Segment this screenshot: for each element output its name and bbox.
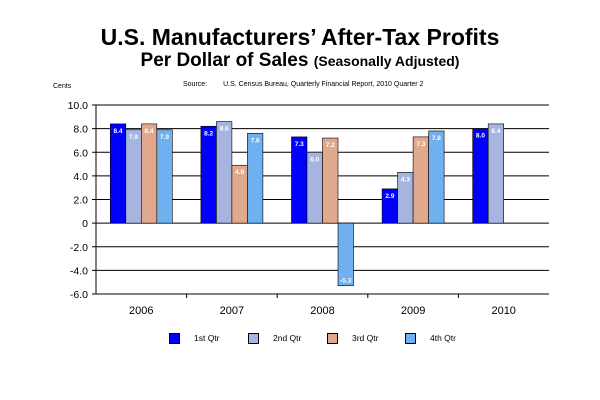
chart-title: U.S. Manufacturers’ After-Tax Profits	[100, 24, 500, 50]
data-label: 7.6	[251, 137, 260, 144]
x-category-label: 2008	[310, 305, 334, 317]
bar	[125, 129, 142, 224]
legend-swatch	[248, 332, 259, 344]
x-category-label: 2009	[401, 305, 425, 317]
data-label: 8.2	[204, 130, 213, 137]
source-label: Source:	[183, 81, 208, 88]
data-label: 7.2	[326, 142, 335, 149]
subtitle-note: (Seasonally Adjusted)	[313, 53, 460, 69]
data-label: 2.9	[385, 193, 394, 200]
data-label: 8.6	[220, 126, 229, 133]
legend-swatch	[327, 332, 338, 344]
data-label: 8.4	[491, 128, 500, 135]
data-label: 6.0	[310, 156, 319, 163]
y-tick-label: 4.0	[73, 171, 88, 183]
data-label: 8.0	[476, 133, 485, 140]
y-tick-label: 8.0	[73, 124, 88, 136]
chart-subtitle: Per Dollar of Sales (Seasonally Adjusted…	[0, 50, 600, 72]
data-label: 7.8	[432, 135, 441, 142]
data-label: 7.9	[160, 134, 169, 141]
data-label: -5.3	[340, 278, 352, 285]
data-label: 8.4	[145, 128, 154, 135]
bar	[216, 121, 233, 224]
bar	[412, 136, 429, 224]
bar	[428, 130, 445, 224]
bar	[200, 125, 217, 224]
y-tick-label: -2.0	[70, 242, 88, 254]
legend-label: 3rd Qtr	[352, 333, 379, 343]
legend-item: 3rd Qtr	[327, 331, 378, 345]
data-label: 8.4	[114, 128, 123, 135]
data-label: 7.9	[129, 134, 138, 141]
bar	[472, 128, 489, 224]
legend-label: 1st Qtr	[194, 333, 220, 343]
bar	[487, 123, 505, 224]
source-note: Source: U.S. Census Bureau, Quarterly Fi…	[183, 81, 423, 88]
y-units-label: Cents	[53, 83, 72, 90]
legend-swatch	[405, 332, 416, 344]
data-label: 7.3	[295, 141, 304, 148]
bar	[337, 222, 354, 287]
data-label: 7.3	[416, 141, 425, 148]
data-label: 4.3	[401, 176, 410, 183]
legend-item: 1st Qtr	[169, 331, 220, 345]
y-tick-label: 0	[82, 218, 88, 230]
y-tick-label: -4.0	[70, 265, 88, 277]
x-category-label: 2007	[220, 305, 244, 317]
y-tick-label: -6.0	[70, 289, 88, 301]
x-category-label: 2010	[491, 305, 515, 317]
legend: 1st Qtr 2nd Qtr 3rd Qtr 4th Qtr	[0, 331, 600, 345]
legend-swatch	[169, 332, 180, 344]
bar	[156, 129, 173, 224]
data-label: 4.9	[235, 169, 244, 176]
legend-item: 2nd Qtr	[248, 331, 301, 345]
subtitle-main: Per Dollar of Sales	[140, 50, 309, 71]
x-category-label: 2006	[129, 305, 153, 317]
bar	[110, 123, 127, 224]
legend-label: 4th Qtr	[430, 333, 456, 343]
legend-item: 4th Qtr	[405, 331, 456, 345]
y-tick-label: 6.0	[73, 147, 88, 159]
legend-label: 2nd Qtr	[273, 333, 302, 343]
bar	[322, 137, 339, 224]
y-tick-label: 2.0	[73, 195, 88, 207]
bar	[291, 136, 308, 224]
bar	[247, 133, 264, 224]
y-tick-label: 10.0	[68, 100, 89, 112]
source-text: U.S. Census Bureau, Quarterly Financial …	[223, 81, 424, 88]
bar	[141, 123, 158, 224]
